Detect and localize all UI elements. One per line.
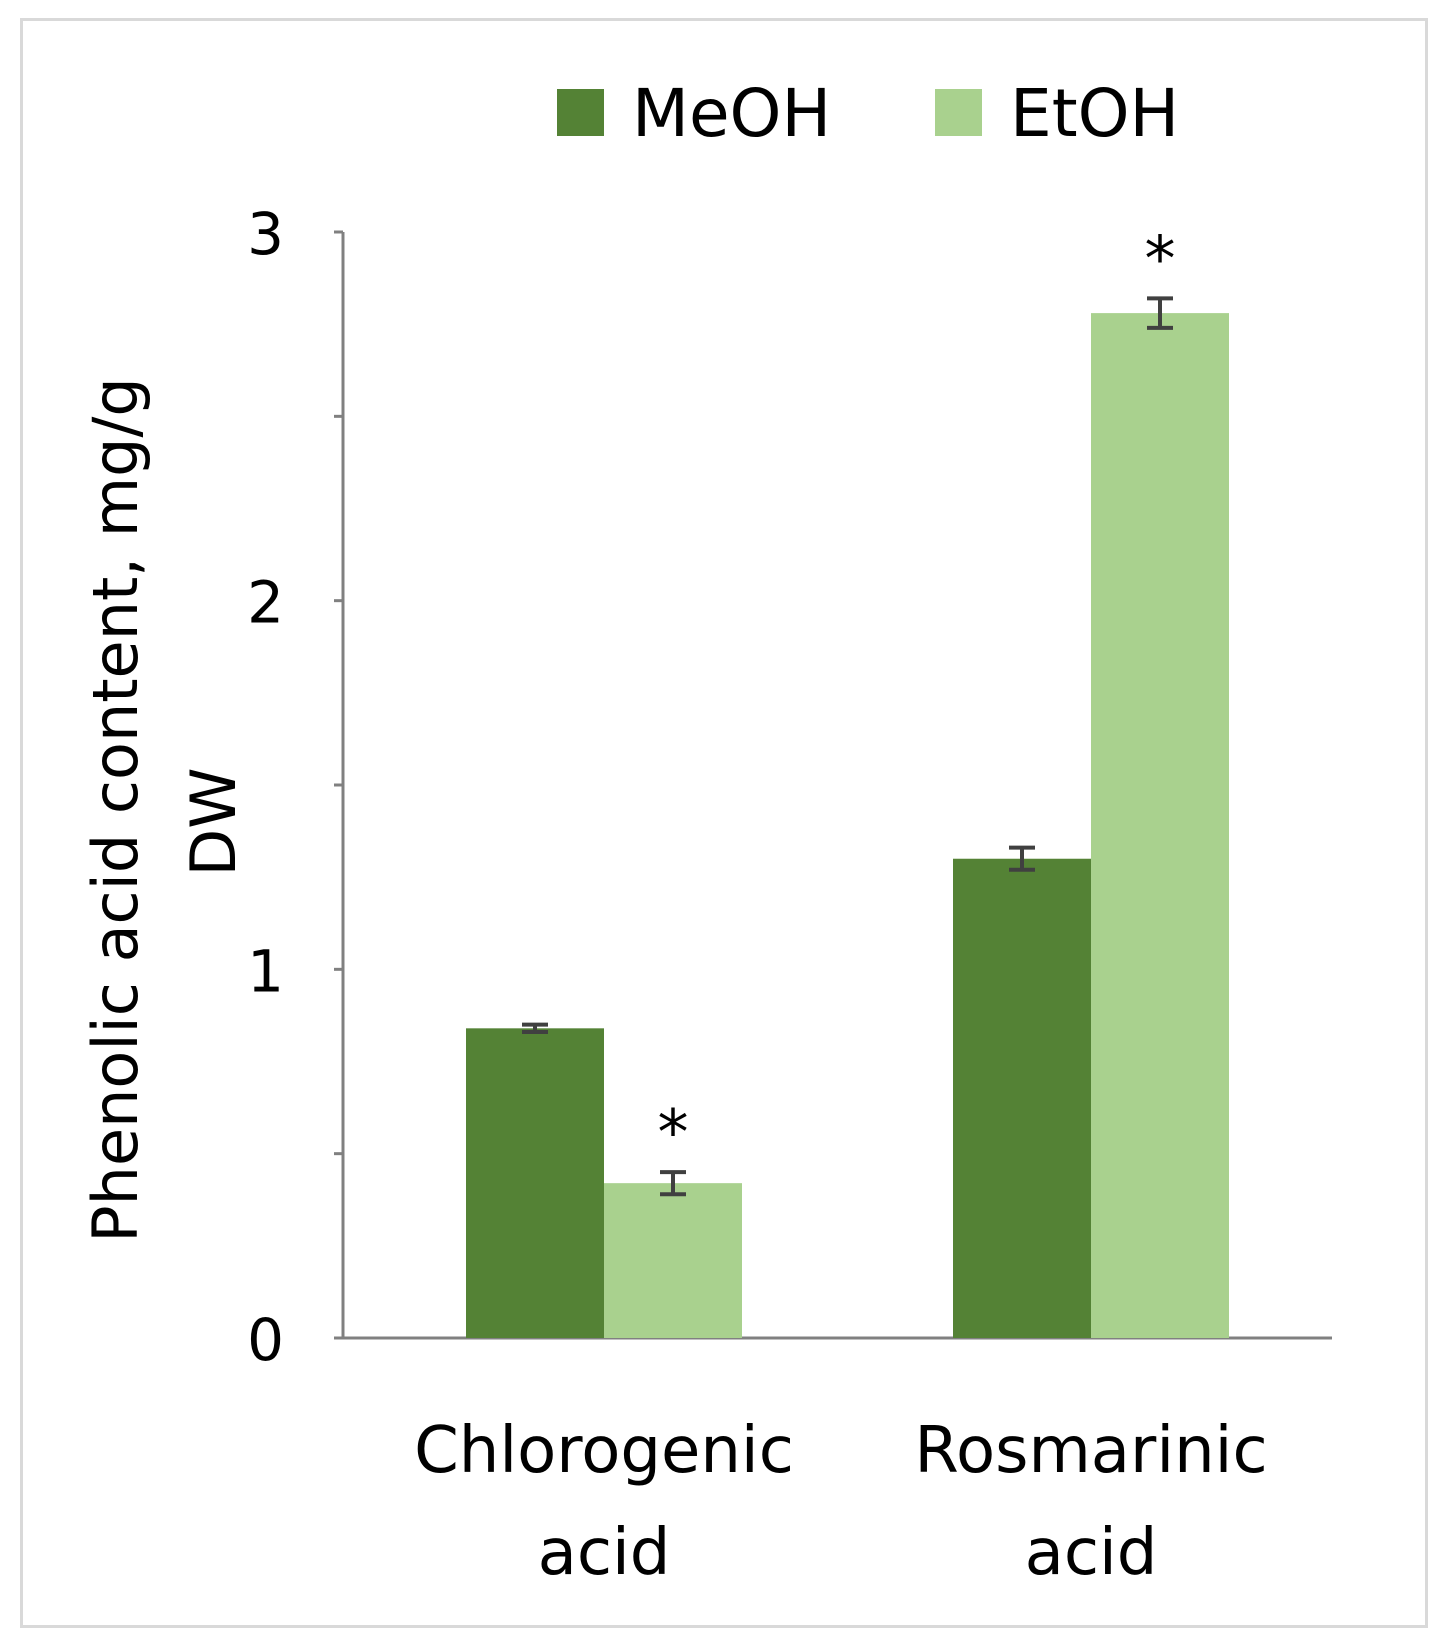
y-tick-label: 2 [247,569,284,637]
bar-meoh-1 [953,858,1091,1338]
x-category-label: acid [1025,1516,1158,1590]
y-tick-label: 1 [247,937,284,1005]
legend-label-etoh: EtOH [1010,75,1179,152]
legend-swatch-etoh [935,89,982,136]
x-category-label: acid [538,1516,671,1590]
y-axis-title: Phenolic acid content, mg/g [79,377,152,1242]
significance-marker: * [1145,222,1176,295]
y-tick-label: 3 [247,200,284,268]
x-category-label: Chlorogenic [414,1414,794,1488]
bar-meoh-0 [466,1028,604,1338]
bar-etoh-0 [604,1183,742,1338]
y-tick-label: 0 [247,1306,284,1374]
x-category-label: Rosmarinic [914,1414,1267,1488]
y-axis-title: DW [177,767,250,876]
bar-etoh-1 [1091,313,1229,1338]
legend-label-meoh: MeOH [632,75,831,152]
legend-swatch-meoh [557,89,604,136]
significance-marker: * [658,1096,689,1169]
